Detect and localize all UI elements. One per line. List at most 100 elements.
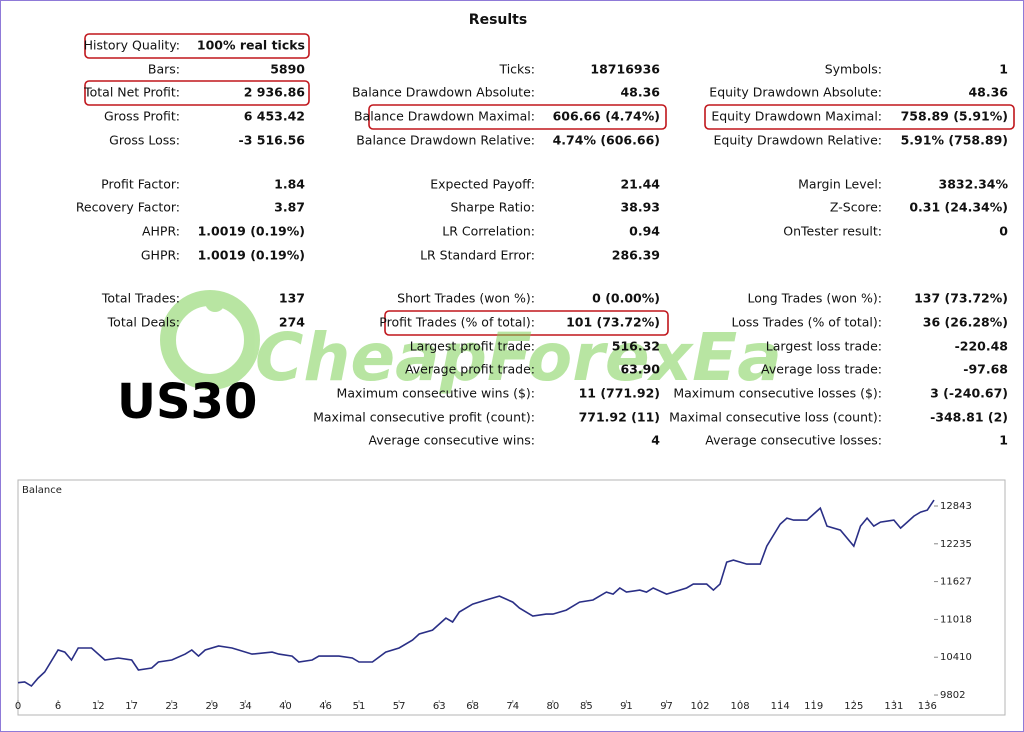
field-label: Equity Drawdown Maximal:	[711, 109, 882, 124]
field-label: Maximum consecutive wins ($):	[337, 386, 535, 401]
field-label: Largest profit trade:	[410, 339, 535, 354]
watermark: CheapForexEa	[255, 319, 782, 396]
field-value: 758.89 (5.91%)	[901, 109, 1008, 124]
field-label: Average consecutive wins:	[368, 433, 535, 448]
field-label: Margin Level:	[798, 177, 882, 192]
field-label: Balance Drawdown Absolute:	[352, 85, 535, 100]
field-value: 137 (73.72%)	[914, 291, 1008, 306]
field-value: 3832.34%	[939, 177, 1009, 192]
field-label: Total Net Profit:	[83, 85, 180, 100]
highlight	[368, 104, 667, 130]
highlight-boxes	[84, 33, 1015, 336]
field-value: 38.93	[620, 200, 660, 215]
field-label: Gross Profit:	[104, 109, 180, 124]
highlight	[84, 33, 310, 59]
highlight	[384, 310, 669, 336]
x-tick-label: 102	[690, 701, 709, 712]
field-label: Largest loss trade:	[766, 339, 882, 354]
field-value: 63.90	[620, 362, 660, 377]
field-label: Equity Drawdown Relative:	[714, 133, 882, 148]
field-label: Symbols:	[825, 62, 882, 77]
field-value: -348.81 (2)	[930, 410, 1008, 425]
x-tick-label: 91	[620, 701, 633, 712]
x-tick-label: 80	[547, 701, 560, 712]
field-label: History Quality:	[84, 38, 180, 53]
x-tick-label: 108	[731, 701, 750, 712]
x-tick-label: 63	[433, 701, 446, 712]
y-tick-label: 11627	[940, 577, 972, 588]
field-value: 3.87	[274, 200, 305, 215]
field-value: 3 (-240.67)	[930, 386, 1008, 401]
field-value: 516.32	[612, 339, 660, 354]
y-tick-label: 10410	[940, 652, 972, 663]
field-value: 1.84	[274, 177, 305, 192]
field-label: Profit Trades (% of total):	[379, 315, 535, 330]
field-value: 101 (73.72%)	[566, 315, 660, 330]
field-value: 11 (771.92)	[579, 386, 660, 401]
y-tick-label: 12235	[940, 539, 972, 550]
field-label: Maximal consecutive loss (count):	[669, 410, 882, 425]
field-value: 771.92 (11)	[579, 410, 660, 425]
field-value: 137	[279, 291, 305, 306]
field-value: 4.74% (606.66)	[553, 133, 660, 148]
field-value: 0.94	[629, 224, 660, 239]
field-label: Average profit trade:	[405, 362, 535, 377]
icon-dot	[205, 292, 225, 312]
x-tick-label: 125	[844, 701, 863, 712]
field-value: 1	[999, 62, 1008, 77]
field-label: OnTester result:	[783, 224, 882, 239]
chart-frame	[17, 479, 1006, 716]
field-label: LR Correlation:	[442, 224, 535, 239]
field-label: Maximum consecutive losses ($):	[673, 386, 882, 401]
field-label: Average consecutive losses:	[705, 433, 882, 448]
field-label: AHPR:	[142, 224, 180, 239]
field-label: Expected Payoff:	[430, 177, 535, 192]
field-value: 606.66 (4.74%)	[553, 109, 660, 124]
x-tick-label: 40	[279, 701, 292, 712]
x-tick-label: 136	[918, 701, 937, 712]
field-value: 0.31 (24.34%)	[909, 200, 1008, 215]
x-tick-label: 23	[165, 701, 178, 712]
field-value: 36 (26.28%)	[923, 315, 1008, 330]
field-label: Maximal consecutive profit (count):	[313, 410, 535, 425]
field-value: 1.0019 (0.19%)	[198, 248, 305, 263]
x-tick-label: 74	[506, 701, 519, 712]
x-tick-label: 0	[15, 701, 21, 712]
x-tick-label: 34	[239, 701, 252, 712]
balance-line	[17, 499, 935, 688]
field-label: Profit Factor:	[101, 177, 180, 192]
x-tick-label: 46	[319, 701, 332, 712]
x-tick-label: 131	[884, 701, 903, 712]
field-value: -220.48	[955, 339, 1008, 354]
field-label: Ticks:	[498, 62, 535, 77]
field-label: Total Deals:	[107, 315, 180, 330]
field-value: 5.91% (758.89)	[901, 133, 1008, 148]
field-value: -3 516.56	[239, 133, 306, 148]
field-value: 5890	[270, 62, 305, 77]
field-value: 1	[999, 433, 1008, 448]
x-tick-label: 68	[466, 701, 479, 712]
field-value: 4	[651, 433, 660, 448]
field-label: Loss Trades (% of total):	[731, 315, 882, 330]
field-value: 18716936	[590, 62, 660, 77]
y-tick-label: 9802	[940, 690, 965, 701]
field-label: Short Trades (won %):	[397, 291, 535, 306]
x-tick-label: 114	[771, 701, 790, 712]
field-label: Sharpe Ratio:	[450, 200, 535, 215]
field-label: Equity Drawdown Absolute:	[709, 85, 882, 100]
highlight	[704, 104, 1015, 130]
field-label: Balance Drawdown Maximal:	[354, 109, 535, 124]
field-value: 21.44	[620, 177, 660, 192]
field-value: -97.68	[963, 362, 1008, 377]
field-label: Z-Score:	[830, 200, 882, 215]
field-label: Bars:	[148, 62, 180, 77]
field-value: 100% real ticks	[197, 38, 305, 53]
field-value: 0 (0.00%)	[592, 291, 660, 306]
x-tick-label: 17	[125, 701, 138, 712]
x-tick-label: 29	[206, 701, 219, 712]
field-label: GHPR:	[141, 248, 180, 263]
field-value: 274	[279, 315, 305, 330]
x-tick-label: 97	[660, 701, 673, 712]
